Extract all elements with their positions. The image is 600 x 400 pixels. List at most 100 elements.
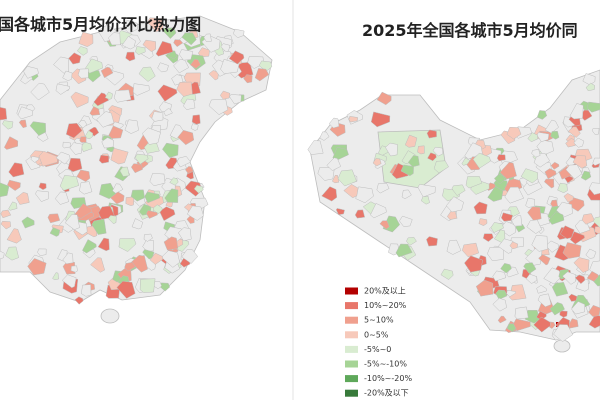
city-cell: [573, 257, 590, 273]
city-cell: [163, 236, 179, 251]
city-cell: [74, 203, 92, 220]
city-cell: [62, 70, 73, 81]
left-title: 国各城市5月均价环比热力图: [0, 15, 201, 34]
city-cell: [67, 157, 83, 173]
city-cell: [101, 137, 114, 149]
city-cell: [0, 182, 10, 198]
city-cell: [6, 179, 21, 191]
city-cell: [49, 227, 61, 237]
legend-label: -20%及以下: [364, 389, 409, 398]
city-cell: [34, 190, 49, 202]
city-cell: [125, 196, 135, 206]
city-cell: [62, 252, 74, 265]
city-cell: [144, 191, 161, 204]
city-cell: [179, 49, 194, 61]
city-cell: [370, 203, 387, 219]
city-cell: [76, 46, 88, 56]
city-cell: [586, 101, 600, 113]
city-cell: [143, 233, 153, 242]
city-cell: [445, 196, 464, 213]
city-cell: [475, 279, 494, 297]
city-cell: [565, 164, 583, 180]
legend-label: -5%~0: [364, 345, 391, 354]
city-cell: [559, 225, 575, 239]
city-cell: [149, 252, 164, 265]
city-cell: [536, 132, 550, 142]
city-cell: [589, 260, 600, 277]
city-cell: [406, 236, 417, 246]
city-cell: [121, 35, 136, 50]
city-cell: [190, 123, 199, 131]
city-cell: [220, 43, 231, 52]
city-cell: [562, 242, 582, 259]
city-cell: [509, 241, 519, 250]
city-cell: [161, 250, 180, 268]
city-cell: [550, 161, 560, 170]
city-cell: [59, 175, 80, 191]
city-cell: [379, 220, 390, 230]
city-cell: [82, 239, 97, 254]
city-cell: [559, 310, 568, 318]
legend-swatch: [345, 360, 358, 368]
city-cell: [572, 155, 588, 169]
city-cell: [186, 205, 204, 221]
legend-swatch: [345, 375, 358, 383]
city-cell: [506, 289, 516, 298]
city-cell: [17, 106, 33, 120]
city-cell: [513, 318, 531, 332]
city-cell: [208, 98, 229, 116]
city-cell: [490, 222, 504, 233]
city-cell: [533, 316, 551, 333]
city-cell: [29, 121, 46, 136]
city-cell: [149, 172, 166, 187]
city-cell: [93, 92, 110, 107]
city-cell: [567, 318, 579, 329]
city-cell: [585, 82, 595, 92]
right-title: 2025年全国各城市5月均价同: [362, 21, 578, 40]
city-cell: [592, 216, 600, 228]
city-cell: [146, 210, 158, 219]
city-cell: [401, 189, 412, 200]
city-cell: [497, 315, 507, 324]
city-cell: [76, 169, 91, 182]
city-cell: [407, 155, 420, 168]
city-cell: [525, 197, 535, 208]
city-cell: [556, 201, 573, 218]
city-cell: [385, 142, 398, 157]
city-cell: [64, 214, 80, 230]
city-cell: [426, 129, 437, 139]
city-cell: [426, 236, 438, 247]
city-cell: [138, 66, 156, 82]
city-cell: [548, 211, 565, 225]
city-cell: [328, 117, 340, 129]
city-cell: [499, 221, 516, 237]
city-cell: [38, 182, 47, 190]
city-cell: [53, 56, 69, 74]
city-cell: [62, 141, 72, 149]
city-cell: [568, 293, 578, 302]
city-cell: [591, 128, 600, 135]
city-cell: [433, 160, 449, 174]
city-cell: [543, 178, 555, 189]
city-cell: [523, 262, 537, 274]
city-cell: [326, 157, 342, 171]
city-cell: [3, 136, 19, 150]
city-cell: [478, 218, 488, 226]
city-cell: [254, 68, 270, 82]
city-cell: [8, 201, 18, 211]
city-cell: [193, 185, 204, 194]
city-cell: [525, 273, 538, 284]
city-cell: [492, 297, 507, 312]
legend-label: 5~10%: [364, 316, 394, 325]
city-cell: [569, 103, 584, 120]
city-cell: [493, 174, 506, 185]
city-cell: [557, 182, 568, 194]
city-cell: [91, 218, 107, 235]
city-cell: [177, 130, 195, 146]
city-cell: [151, 204, 163, 215]
city-cell: [321, 186, 338, 202]
city-cell: [65, 123, 83, 139]
city-cell: [108, 125, 124, 139]
city-cell: [74, 296, 84, 305]
city-cell: [487, 185, 504, 202]
